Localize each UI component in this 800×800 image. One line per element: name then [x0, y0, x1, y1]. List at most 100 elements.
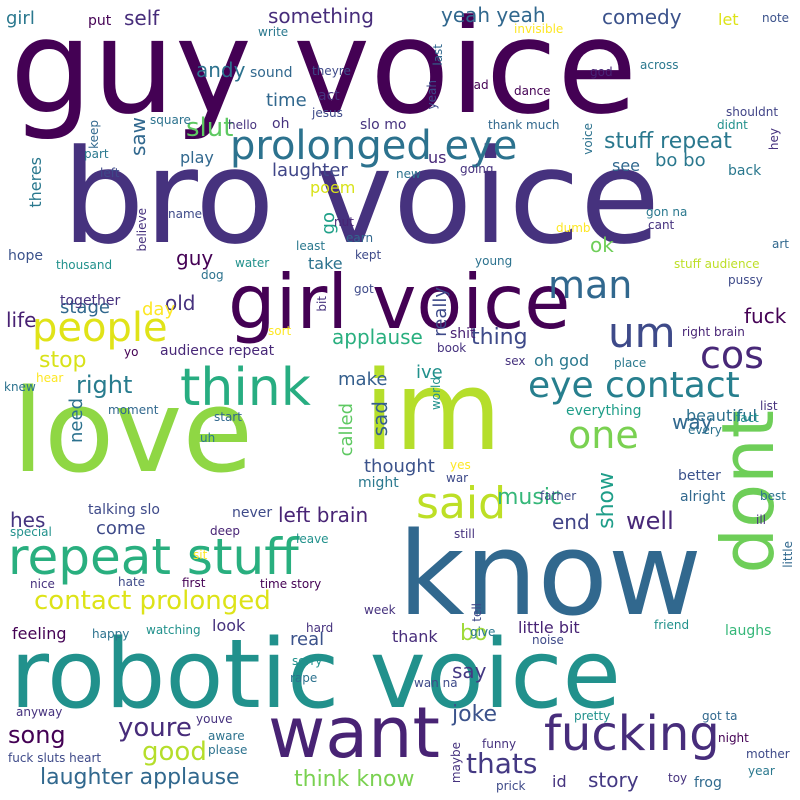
word-list: list — [760, 399, 778, 413]
word-yeah-yeah: yeah yeah — [441, 3, 546, 27]
word-new: new — [396, 167, 421, 181]
word-kept: kept — [355, 248, 382, 262]
word-oh-god: oh god — [534, 351, 590, 370]
word-thank-much: thank much — [488, 118, 560, 132]
word-um: um — [608, 308, 676, 357]
word-let: let — [718, 10, 739, 29]
word-show: show — [594, 471, 619, 529]
word-slo-mo: slo mo — [360, 117, 407, 133]
word-need: need — [66, 397, 87, 443]
word-water: water — [235, 256, 270, 270]
word-prick: prick — [496, 779, 526, 793]
word-nut: nut — [334, 215, 354, 229]
word-dog: dog — [201, 268, 224, 282]
word-jesus: jesus — [312, 106, 343, 120]
word-night: night — [718, 731, 749, 745]
word-bo: bo — [460, 621, 488, 646]
word-see: see — [612, 156, 641, 175]
word-believe: believe — [135, 207, 149, 252]
word-little: little — [781, 540, 795, 568]
word-fucking: fucking — [544, 706, 720, 762]
word-sit: sit — [193, 548, 208, 562]
word-pussy: pussy — [728, 273, 763, 287]
word-shit: shit — [450, 326, 476, 342]
word-happy: happy — [92, 627, 130, 641]
word-thats: thats — [466, 747, 538, 780]
word-fuck: fuck — [744, 304, 787, 328]
word-book: book — [437, 341, 467, 355]
word-life: life — [6, 308, 37, 332]
word-week: week — [364, 603, 396, 617]
word-bo-bo: bo bo — [655, 150, 706, 171]
word-dumb: dumb — [556, 221, 591, 235]
word-yo: yo — [124, 345, 139, 359]
word-laughter: laughter — [272, 160, 348, 181]
word-thing: thing — [471, 325, 528, 350]
word-im: im — [364, 347, 502, 475]
word-place: place — [614, 356, 647, 370]
word-act: act — [318, 88, 340, 104]
word-ok: ok — [590, 233, 614, 257]
word-people: people — [32, 305, 168, 351]
word-hard: hard — [306, 621, 334, 635]
word-last: last — [431, 43, 445, 66]
word-note: note — [762, 11, 790, 25]
word-us: us — [428, 148, 447, 167]
word-take: take — [308, 254, 343, 273]
word-thought: thought — [364, 456, 435, 477]
word-girl: girl — [6, 8, 35, 29]
word-laughter-applause: laughter applause — [40, 765, 240, 790]
word-fact: fact — [736, 411, 759, 425]
word-laughs: laughs — [725, 623, 772, 639]
word-funny: funny — [482, 737, 517, 751]
word-noise: noise — [532, 633, 564, 647]
word-left: left — [100, 166, 120, 180]
word-bit: bit — [315, 296, 329, 312]
word-applause: applause — [332, 325, 423, 349]
word-youre: youre — [118, 713, 192, 743]
word-repeat-stuff: repeat stuff — [8, 528, 299, 586]
word-start: start — [214, 410, 242, 424]
word-write: write — [258, 25, 289, 39]
word-wan-na: wan na — [414, 676, 458, 690]
word-story: story — [588, 768, 639, 792]
word-theyre: theyre — [312, 64, 351, 78]
word-sorry: sorry — [292, 654, 323, 668]
word-hello: hello — [228, 118, 257, 132]
word-know: know — [398, 508, 702, 642]
word-cos: cos — [700, 333, 764, 377]
word-cant: cant — [648, 218, 675, 232]
word-love: love — [12, 365, 254, 499]
word-ive: ive — [416, 362, 443, 383]
word-toy: toy — [668, 771, 688, 785]
word-left-brain: left brain — [278, 503, 369, 527]
word-think: think — [180, 358, 311, 418]
word-give: give — [470, 625, 496, 639]
word-thousand: thousand — [56, 258, 113, 272]
word-got: got — [354, 282, 374, 296]
word-hear: hear — [36, 371, 64, 385]
word-everything: everything — [566, 403, 642, 419]
word-aware: aware — [208, 729, 245, 743]
word-saw: saw — [126, 116, 150, 157]
word-sad: sad — [368, 400, 392, 437]
word-prolonged-eye: prolonged eye — [230, 123, 518, 169]
word-frog: frog — [694, 775, 722, 791]
word-something: something — [268, 4, 374, 28]
word-friend: friend — [654, 618, 690, 632]
word-man: man — [548, 263, 633, 307]
word-hey: hey — [767, 127, 781, 151]
word-please: please — [208, 743, 248, 757]
word-talking-slo: talking slo — [88, 502, 160, 518]
word-girl-voice: girl voice — [228, 258, 571, 346]
word-war: war — [446, 471, 469, 485]
word-poem: poem — [310, 178, 356, 197]
word-young: young — [475, 254, 513, 268]
word-think-know: think know — [294, 767, 415, 792]
word-still: still — [454, 527, 475, 541]
word-say: say — [452, 659, 487, 683]
word-hes: hes — [10, 508, 46, 532]
word-dad: dad — [466, 78, 489, 92]
word-come: come — [96, 518, 146, 539]
